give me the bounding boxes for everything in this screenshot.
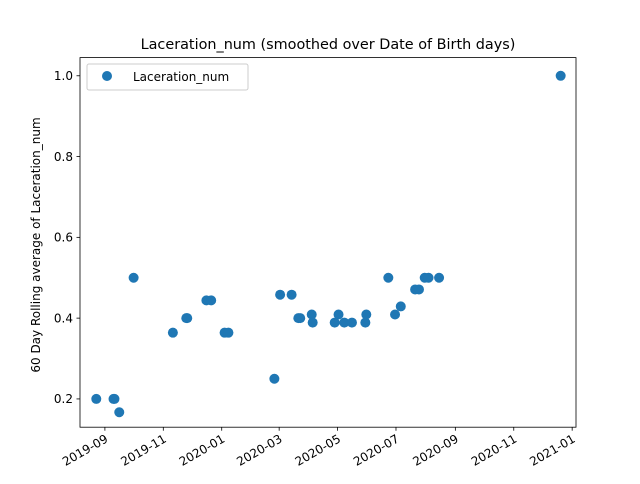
data-point: [109, 393, 120, 404]
data-point: [329, 317, 340, 328]
data-point: [114, 407, 125, 418]
data-point: [333, 309, 344, 320]
data-point: [182, 313, 193, 324]
data-point: [555, 70, 566, 81]
data-point: [223, 327, 234, 338]
data-point: [339, 317, 350, 328]
data-point: [361, 309, 372, 320]
plot-frame: [79, 57, 577, 428]
y-axis-ticks: 0.2 0.4 0.6 0.8 1.0: [54, 69, 80, 406]
y-axis-label: 60 Day Rolling average of Laceration_num: [29, 117, 43, 372]
data-point: [275, 289, 286, 300]
data-point: [269, 373, 280, 384]
y-tick-label: 0.6: [54, 231, 73, 245]
y-tick-label: 0.4: [54, 311, 73, 325]
data-point: [306, 309, 317, 320]
data-point: [395, 301, 406, 312]
data-point: [383, 272, 394, 283]
data-point: [434, 272, 445, 283]
data-point: [91, 393, 102, 404]
legend-marker: [102, 71, 112, 81]
legend: Laceration_num: [86, 63, 249, 91]
y-tick-label: 1.0: [54, 69, 73, 83]
data-point: [167, 327, 178, 338]
data-point: [413, 284, 424, 295]
data-point: [286, 289, 297, 300]
chart-title: Laceration_num (smoothed over Date of Bi…: [141, 37, 516, 53]
data-point: [360, 317, 371, 328]
legend-box: [86, 63, 249, 91]
y-tick-label: 0.2: [54, 392, 73, 406]
y-tick-label: 0.8: [54, 150, 73, 164]
data-point: [390, 309, 401, 320]
data-point: [295, 313, 306, 324]
data-point: [128, 272, 139, 283]
legend-label: Laceration_num: [133, 70, 229, 84]
data-points: [91, 70, 566, 418]
data-point: [346, 317, 357, 328]
data-point: [206, 295, 217, 306]
data-point: [307, 317, 318, 328]
data-point: [423, 272, 434, 283]
